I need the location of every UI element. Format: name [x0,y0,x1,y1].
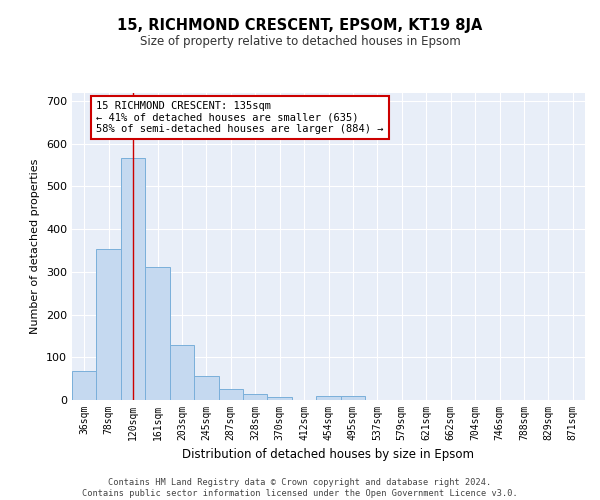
Bar [341,396,365,400]
Bar [121,158,145,400]
Bar [72,371,97,400]
Text: Contains HM Land Registry data © Crown copyright and database right 2024.
Contai: Contains HM Land Registry data © Crown c… [82,478,518,498]
Bar [268,397,292,400]
Bar [170,346,194,400]
Y-axis label: Number of detached properties: Number of detached properties [31,158,40,334]
Text: Size of property relative to detached houses in Epsom: Size of property relative to detached ho… [140,35,460,48]
Bar [316,396,341,400]
X-axis label: Distribution of detached houses by size in Epsom: Distribution of detached houses by size … [182,448,475,462]
Text: 15 RICHMOND CRESCENT: 135sqm
← 41% of detached houses are smaller (635)
58% of s: 15 RICHMOND CRESCENT: 135sqm ← 41% of de… [97,101,384,134]
Bar [97,249,121,400]
Bar [243,394,268,400]
Bar [145,267,170,400]
Text: 15, RICHMOND CRESCENT, EPSOM, KT19 8JA: 15, RICHMOND CRESCENT, EPSOM, KT19 8JA [118,18,482,33]
Bar [194,376,218,400]
Bar [218,390,243,400]
